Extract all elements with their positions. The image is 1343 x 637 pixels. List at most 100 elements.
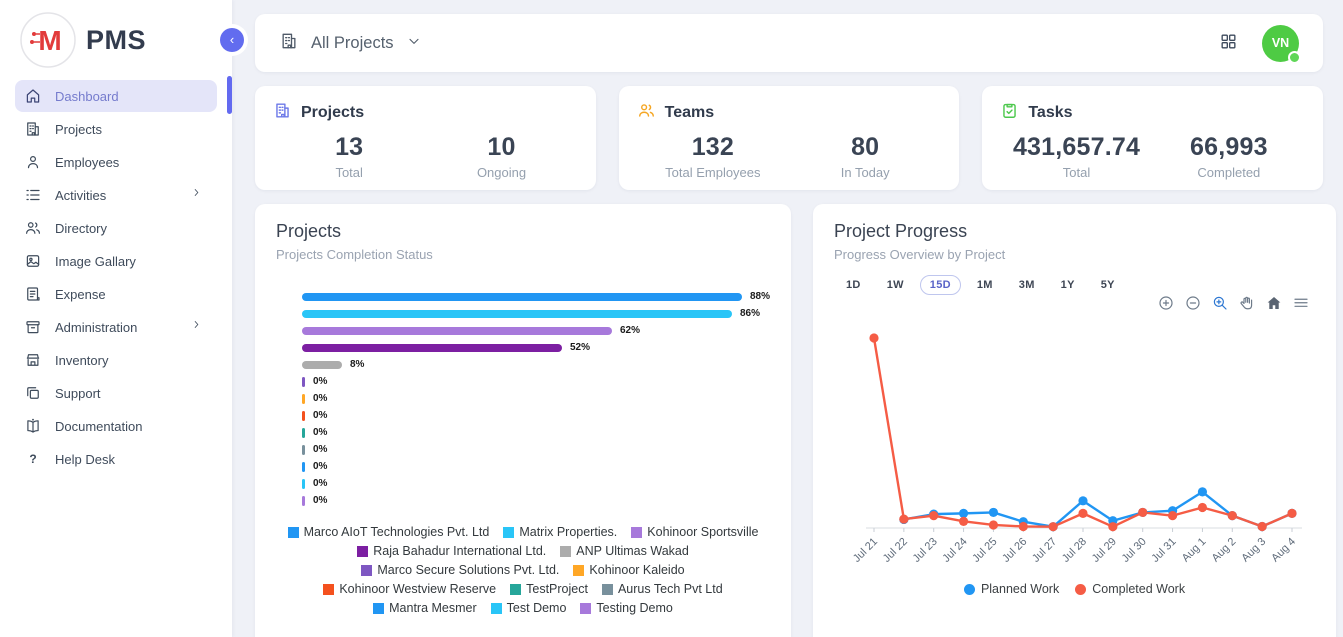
bar-0[interactable] xyxy=(302,292,742,301)
sidebar-item-label: Expense xyxy=(55,286,106,302)
sidebar-item-label: Inventory xyxy=(55,352,109,368)
range-button-1w[interactable]: 1W xyxy=(877,275,914,295)
sidebar-item-label: Help Desk xyxy=(55,451,115,467)
x-axis-label: Jul 23 xyxy=(911,536,940,565)
data-point xyxy=(1167,511,1178,521)
legend-label: Testing Demo xyxy=(596,601,673,615)
legend-item-planned-work[interactable]: Planned Work xyxy=(963,582,1060,596)
sidebar-item-expense[interactable]: Expense xyxy=(15,278,217,310)
stat-value: 13 xyxy=(335,133,364,161)
range-button-15d[interactable]: 15D xyxy=(919,275,961,295)
bar-12[interactable] xyxy=(302,495,305,506)
bar-11[interactable] xyxy=(302,478,305,489)
sidebar-item-dashboard[interactable]: Dashboard xyxy=(15,80,217,112)
range-button-1m[interactable]: 1M xyxy=(967,275,1003,295)
zoom-out-button[interactable] xyxy=(1184,294,1202,315)
building-icon xyxy=(273,101,292,125)
legend-label: ANP Ultimas Wakad xyxy=(576,544,689,558)
selection-zoom-button[interactable] xyxy=(1211,294,1229,315)
data-point xyxy=(988,507,999,518)
legend-label: Planned Work xyxy=(980,582,1060,596)
legend-item[interactable]: Kohinoor Sportsville xyxy=(631,525,758,539)
legend-item[interactable]: Mantra Mesmer xyxy=(373,601,477,615)
legend-item[interactable]: Testing Demo xyxy=(580,601,673,615)
x-axis-label: Jul 28 xyxy=(1060,536,1089,565)
legend-item[interactable]: Test Demo xyxy=(490,601,566,615)
bar-1[interactable] xyxy=(302,309,732,318)
sidebar-item-label: Documentation xyxy=(55,418,143,434)
legend-item[interactable]: Kohinoor Kaleido xyxy=(573,563,685,577)
stat-card-projects: Projects 13 Total 10 Ongoing xyxy=(255,86,596,190)
legend-swatch xyxy=(373,602,385,614)
sidebar-item-support[interactable]: Support xyxy=(15,377,217,409)
pan-button[interactable] xyxy=(1238,294,1256,315)
bar-row: 88% xyxy=(302,288,770,305)
legend-item[interactable]: Marco Secure Solutions Pvt. Ltd. xyxy=(361,563,559,577)
chevron-right-icon xyxy=(190,318,208,336)
range-button-1d[interactable]: 1D xyxy=(836,275,871,295)
range-button-5y[interactable]: 5Y xyxy=(1091,275,1125,295)
sidebar-collapse-button[interactable]: ‹ xyxy=(220,28,244,52)
app-title: PMS xyxy=(86,24,147,55)
bar-9[interactable] xyxy=(302,444,305,455)
stat-label: Ongoing xyxy=(476,165,527,180)
panel-title: Project Progress xyxy=(834,221,968,241)
home-button[interactable] xyxy=(1265,294,1283,315)
sidebar-item-image-gallary[interactable]: Image Gallary xyxy=(15,245,217,277)
sidebar-item-inventory[interactable]: Inventory xyxy=(15,344,217,376)
apps-grid-button[interactable] xyxy=(1219,32,1238,54)
bar-chart-legend: Marco AIoT Technologies Pvt. Ltd Matrix … xyxy=(276,525,770,615)
topbar-right: VN xyxy=(1219,24,1301,64)
copy-icon xyxy=(24,384,42,402)
data-point xyxy=(1227,511,1237,521)
panel-subtitle: Projects Completion Status xyxy=(276,247,433,262)
sidebar-nav: Dashboard Projects Employees Activities … xyxy=(0,80,232,475)
legend-item-completed-work[interactable]: Completed Work xyxy=(1075,582,1185,596)
legend-item[interactable]: Marco AIoT Technologies Pvt. Ltd xyxy=(287,525,489,539)
x-axis-label: Jul 29 xyxy=(1090,536,1119,565)
project-progress-panel: Project Progress Progress Overview by Pr… xyxy=(813,204,1337,637)
sidebar-item-activities[interactable]: Activities xyxy=(15,179,217,211)
legend-item[interactable]: TestProject xyxy=(510,582,588,596)
sidebar-item-projects[interactable]: Projects xyxy=(15,113,217,145)
bar-2[interactable] xyxy=(302,326,612,335)
data-point xyxy=(1018,521,1028,532)
data-point xyxy=(958,516,969,526)
bar-row: 0% xyxy=(302,407,770,424)
bar-5[interactable] xyxy=(302,376,305,387)
menu-button[interactable] xyxy=(1292,294,1310,315)
sidebar-item-employees[interactable]: Employees xyxy=(15,146,217,178)
legend-item[interactable]: Matrix Properties. xyxy=(503,525,617,539)
data-point xyxy=(1197,502,1208,513)
bar-7[interactable] xyxy=(302,410,305,421)
project-filter-dropdown[interactable]: All Projects xyxy=(279,31,422,56)
bar-4[interactable] xyxy=(302,360,342,369)
legend-item[interactable]: Raja Bahadur International Ltd. xyxy=(357,544,546,558)
user-avatar[interactable]: VN xyxy=(1262,24,1301,64)
bar-value-label: 0% xyxy=(313,410,328,421)
sidebar-item-directory[interactable]: Directory xyxy=(15,212,217,244)
sidebar-item-documentation[interactable]: Documentation xyxy=(15,410,217,442)
book-icon xyxy=(24,417,42,435)
legend-item[interactable]: ANP Ultimas Wakad xyxy=(560,544,689,558)
sidebar-item-help-desk[interactable]: ? Help Desk xyxy=(15,443,217,475)
building-icon xyxy=(24,120,42,138)
bar-8[interactable] xyxy=(302,427,305,438)
range-button-1y[interactable]: 1Y xyxy=(1051,275,1085,295)
image-icon xyxy=(24,252,42,270)
legend-label: Marco Secure Solutions Pvt. Ltd. xyxy=(377,563,560,577)
chevron-down-icon xyxy=(406,33,422,54)
sidebar-scrollbar-thumb[interactable] xyxy=(227,76,232,114)
bar-10[interactable] xyxy=(302,461,305,472)
legend-swatch xyxy=(361,564,373,576)
legend-item[interactable]: Kohinoor Westview Reserve xyxy=(323,582,496,596)
zoom-in-button[interactable] xyxy=(1157,294,1175,315)
legend-item[interactable]: Aurus Tech Pvt Ltd xyxy=(601,582,723,596)
charts-row: Projects Projects Completion Status 88% … xyxy=(255,204,1337,637)
sidebar-item-administration[interactable]: Administration xyxy=(15,311,217,343)
bar-6[interactable] xyxy=(302,393,305,404)
bar-3[interactable] xyxy=(302,343,562,352)
range-button-3m[interactable]: 3M xyxy=(1009,275,1045,295)
stat-metric: 80 In Today xyxy=(789,133,941,180)
legend-label: Mantra Mesmer xyxy=(389,601,477,615)
